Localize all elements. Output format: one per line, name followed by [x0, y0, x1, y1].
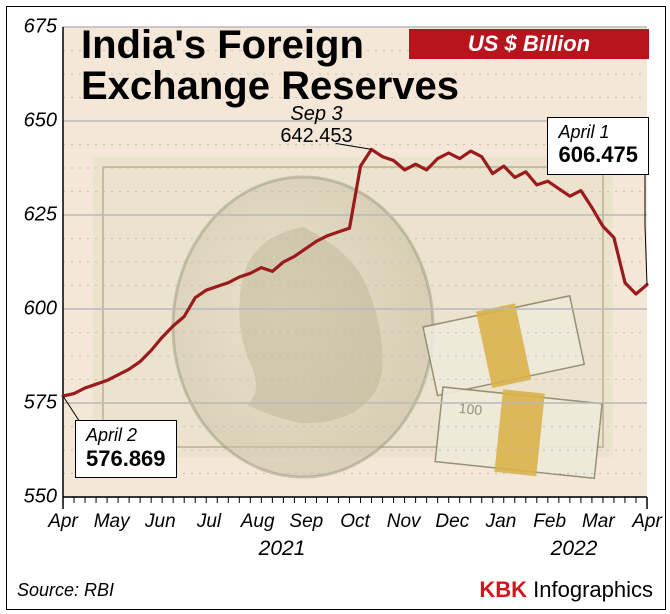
x-month-label: Nov [387, 511, 421, 533]
unit-badge: US $ Billion [409, 29, 649, 59]
x-month-label: Jun [145, 511, 176, 533]
x-month-label: Sep [289, 511, 323, 533]
y-tick: 575 [13, 392, 57, 415]
y-tick: 550 [13, 486, 57, 509]
year-label-2022: 2022 [551, 537, 598, 561]
peak-date: Sep 3 [290, 103, 342, 125]
end-date: April 1 [558, 122, 609, 142]
brand-label: KBK Infographics [479, 577, 653, 603]
peak-annotation: Sep 3 642.453 [262, 103, 372, 147]
brand-part-1: KBK [479, 577, 527, 602]
unit-label: US $ Billion [468, 31, 590, 56]
y-tick: 600 [13, 298, 57, 321]
end-callout: April 1 606.475 [547, 117, 649, 175]
title-line-1: India's Foreign [81, 23, 364, 67]
svg-text:100: 100 [458, 400, 483, 418]
start-value: 576.869 [86, 446, 166, 471]
start-date: April 2 [86, 425, 137, 445]
x-month-label: Aug [241, 511, 275, 533]
chart-title: India's Foreign Exchange Reserves [81, 25, 459, 107]
brand-part-2: Infographics [527, 577, 653, 602]
x-month-label: Mar [582, 511, 615, 533]
title-line-2: Exchange Reserves [81, 64, 459, 108]
y-tick: 675 [13, 16, 57, 39]
x-month-label: May [94, 511, 130, 533]
start-callout: April 2 576.869 [75, 420, 177, 478]
end-value: 606.475 [558, 142, 638, 167]
peak-value: 642.453 [280, 125, 352, 147]
x-month-label: Dec [435, 511, 469, 533]
x-month-label: Apr [48, 511, 78, 533]
year-label-2021: 2021 [259, 537, 306, 561]
x-month-label: Apr [632, 511, 662, 533]
x-month-label: Feb [533, 511, 566, 533]
x-month-label: Oct [340, 511, 370, 533]
y-tick: 625 [13, 204, 57, 227]
y-tick: 650 [13, 110, 57, 133]
chart-frame: 100 India's Foreign Exchange Reserves US… [6, 6, 666, 610]
x-month-label: Jul [197, 511, 221, 533]
source-label: Source: RBI [17, 580, 114, 601]
x-month-label: Jan [486, 511, 517, 533]
